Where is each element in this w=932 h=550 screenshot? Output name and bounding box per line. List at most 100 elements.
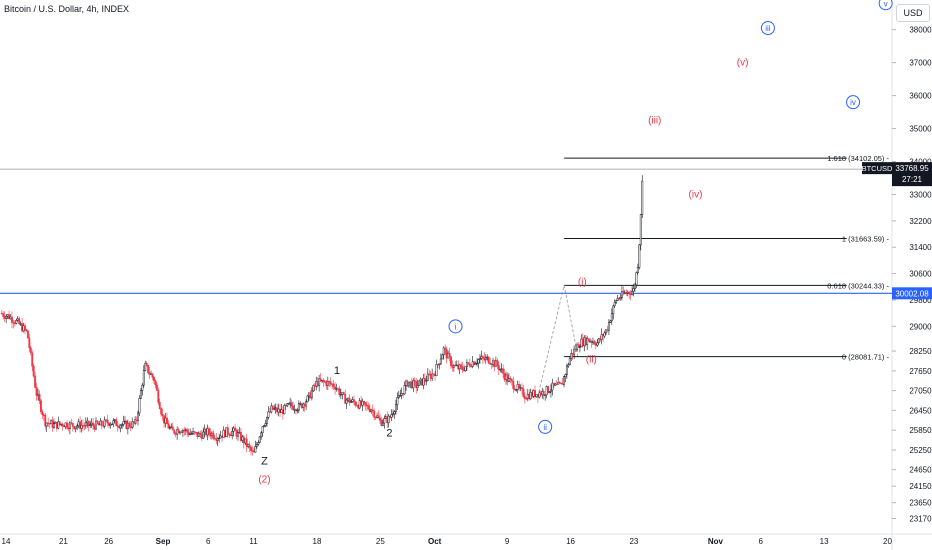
candle-body [380,420,383,426]
candle-body [289,402,292,404]
candle-body [71,422,74,427]
candle-body [225,427,228,437]
candle-body [605,329,607,334]
candle-body [122,421,125,425]
candle-body [509,378,512,380]
candle-body [12,322,15,324]
candle-body [195,432,197,434]
candle-body [371,409,374,412]
candle-body [607,322,610,331]
candle-body [48,423,51,425]
candle-body [84,422,87,427]
candle-body [64,422,67,428]
candle-body [31,352,34,367]
candle-body [419,378,422,382]
candle-body [393,411,396,415]
y-tick-label: 33000.00 [909,190,932,199]
candle-body [344,394,347,404]
candle-body [542,391,545,396]
candle-body [126,422,129,429]
candle-body [451,365,454,368]
candle-body [32,365,35,377]
candle-body [145,363,148,366]
candle-body [609,320,612,323]
candle-body [442,347,445,356]
candle-body [229,434,232,437]
x-tick-label: 9 [505,537,510,546]
candle-body [422,378,425,386]
candle-body [102,425,105,427]
candle-body [180,431,183,434]
candle-body [483,357,486,360]
candle-body [106,419,109,424]
candle-body [192,431,195,435]
candle-body [173,429,176,434]
candle-body [34,375,37,388]
candle-body [499,368,502,371]
candle-body [465,362,468,367]
candle-body [237,432,239,437]
candle-body [118,426,121,429]
candle-body [312,385,315,392]
candle-body [641,180,644,215]
candle-body [331,383,334,386]
candle-body [467,362,470,364]
candle-body [439,358,442,365]
candle-body [561,383,564,385]
candle-body [541,391,544,396]
candle-body [412,380,415,389]
candle-body [54,421,57,424]
candle-body [457,364,460,370]
candle-body [2,313,5,317]
candle-body [354,401,357,406]
candle-body [96,420,99,424]
candle-body [506,374,509,382]
candle-body [302,403,305,408]
candle-body [232,427,235,432]
candle-body [492,360,494,365]
candle-body [218,437,221,440]
candle-body [92,422,95,426]
candle-body [454,364,457,367]
candle-body [555,383,558,386]
candle-body [174,432,177,435]
candle-body [223,429,226,437]
candle-body [22,325,25,332]
candle-body [77,421,80,426]
candle-body [60,423,63,426]
symbol-tag-bg [862,162,892,175]
candle-body [79,421,82,429]
candle-body [167,423,170,429]
candle-body [547,386,550,393]
candle-body [550,389,552,393]
candle-body [308,392,310,397]
candle-body [580,338,583,347]
candle-body [425,380,428,382]
currency-button[interactable]: USD [896,4,930,22]
candle-body [44,414,47,427]
x-tick-label: Sep [156,537,171,546]
candle-body [9,316,12,319]
y-tick-label: 36000.00 [909,92,932,101]
candle-body [241,436,244,441]
candle-body [584,337,587,346]
candle-body [319,378,322,382]
candle-body [389,415,392,418]
candle-body [213,437,216,440]
candle-body [490,363,493,365]
candle-body [374,416,377,419]
candle-body [281,409,284,415]
candle-body [55,421,58,429]
candle-body [208,428,210,434]
candle-body [131,421,134,428]
candle-body [176,429,179,435]
candle-body [510,379,513,382]
candle-body [297,403,300,411]
candle-body [125,420,128,429]
candle-body [568,358,571,366]
candle-body [519,387,522,389]
candle-body [479,358,481,360]
candle-body [399,395,402,397]
wave-label: 1 [334,365,340,377]
